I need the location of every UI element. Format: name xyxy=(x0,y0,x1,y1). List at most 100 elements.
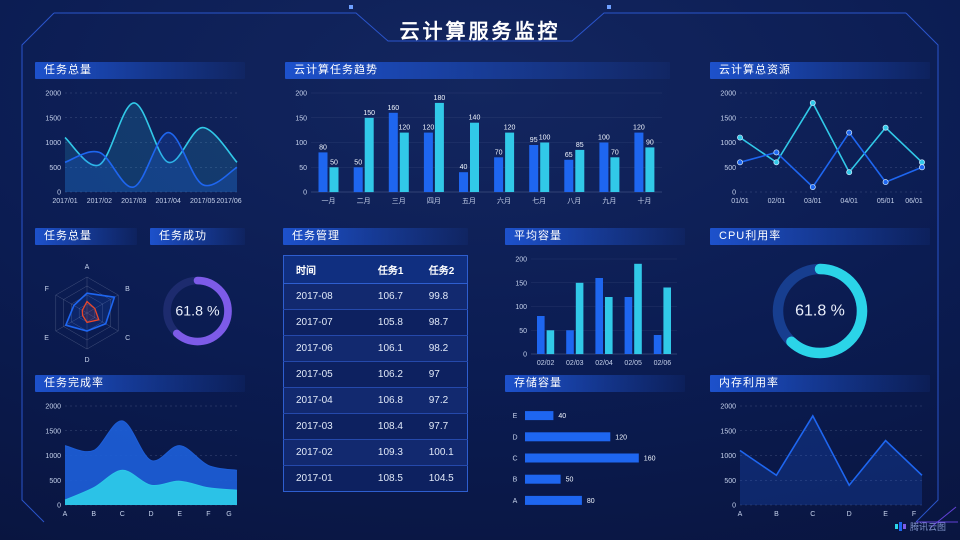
svg-text:E: E xyxy=(177,511,182,518)
svg-text:50: 50 xyxy=(519,328,527,335)
svg-text:120: 120 xyxy=(423,125,435,132)
svg-text:一月: 一月 xyxy=(322,197,336,205)
table-cell: 2017-02 xyxy=(283,439,366,466)
svg-text:E: E xyxy=(513,413,518,420)
table-cell: 106.2 xyxy=(365,361,417,388)
svg-text:0: 0 xyxy=(57,503,61,510)
svg-text:61.8 %: 61.8 % xyxy=(175,304,220,320)
svg-text:F: F xyxy=(206,511,210,518)
panel-title-total-resource: 云计算总资源 xyxy=(710,62,930,79)
svg-text:500: 500 xyxy=(49,165,61,172)
svg-text:C: C xyxy=(512,456,517,463)
svg-text:A: A xyxy=(513,498,518,505)
svg-text:C: C xyxy=(120,511,125,518)
svg-text:0: 0 xyxy=(303,190,307,197)
task-completion-area-chart: 0 500 1000 1500 2000 A B C D E F G xyxy=(45,404,238,518)
svg-text:二月: 二月 xyxy=(357,197,371,205)
svg-text:40: 40 xyxy=(460,164,468,171)
svg-text:40: 40 xyxy=(558,413,566,420)
svg-text:1000: 1000 xyxy=(45,140,61,147)
panel-task-manage: 任务管理 时间 任务1 任务2 2017-08 106.7 99.8 2017-07 105.… xyxy=(283,228,468,512)
panel-title-memory: 内存利用率 xyxy=(710,375,930,392)
panel-title-task-success: 任务成功 xyxy=(150,228,245,245)
svg-text:B: B xyxy=(774,511,779,518)
svg-text:02/06: 02/06 xyxy=(654,360,672,367)
svg-text:02/04: 02/04 xyxy=(595,360,613,367)
table-row: 2017-06 106.1 98.2 xyxy=(283,335,468,362)
svg-text:85: 85 xyxy=(576,142,584,149)
svg-text:150: 150 xyxy=(295,115,307,122)
table-cell: 2017-05 xyxy=(283,361,366,388)
panel-total-resource: 云计算总资源 0 500 1000 1500 2000 01/01 02/01 03/01 04… xyxy=(710,62,930,207)
svg-text:1500: 1500 xyxy=(720,428,736,435)
panel-task-success: 任务成功 61.8 % xyxy=(150,228,245,368)
svg-text:1500: 1500 xyxy=(45,428,61,435)
svg-text:2017/03: 2017/03 xyxy=(121,198,146,205)
svg-text:F: F xyxy=(912,511,916,518)
svg-text:五月: 五月 xyxy=(462,197,476,205)
svg-text:2017/01: 2017/01 xyxy=(52,198,77,205)
svg-text:六月: 六月 xyxy=(497,196,511,205)
svg-text:06/01: 06/01 xyxy=(905,198,923,205)
svg-text:1000: 1000 xyxy=(720,140,736,147)
table-row: 2017-03 108.4 97.7 xyxy=(283,413,468,440)
svg-text:A: A xyxy=(738,511,743,518)
table-cell: 97 xyxy=(416,361,468,388)
watermark: 腾讯云图 xyxy=(894,520,946,533)
avg-capacity-bar-chart: 0 50 100 150 200 02/02 02/03 02/04 02/05 02/06 xyxy=(515,257,677,367)
svg-text:70: 70 xyxy=(611,149,619,156)
svg-text:50: 50 xyxy=(299,165,307,172)
panel-title-task-total-radar: 任务总量 xyxy=(35,228,137,245)
svg-text:100: 100 xyxy=(598,135,610,142)
svg-text:G: G xyxy=(226,511,231,518)
svg-text:50: 50 xyxy=(566,477,574,484)
table-header-cell: 任务2 xyxy=(416,255,468,284)
svg-text:七月: 七月 xyxy=(532,196,546,205)
storage-hbar-chart: E 40 D 120 C 160 B 50 A 80 xyxy=(512,411,656,505)
table-cell: 2017-07 xyxy=(283,309,366,336)
panel-task-total-line: 任务总量 0 500 1000 1500 2000 2017/01 2017/02 2017/… xyxy=(35,62,245,207)
task-total-radar-chart: A B C D E F xyxy=(44,264,130,364)
svg-text:180: 180 xyxy=(434,95,446,102)
table-cell: 108.4 xyxy=(365,413,417,440)
svg-text:200: 200 xyxy=(295,91,307,98)
svg-text:E: E xyxy=(883,511,888,518)
table-cell: 2017-08 xyxy=(283,283,366,310)
panel-title-storage: 存储容量 xyxy=(505,375,685,392)
svg-text:02/05: 02/05 xyxy=(624,360,642,367)
svg-text:1000: 1000 xyxy=(720,453,736,460)
svg-text:65: 65 xyxy=(565,152,573,159)
table-cell: 106.1 xyxy=(365,335,417,362)
svg-text:B: B xyxy=(91,511,96,518)
panel-title-avg-capacity: 平均容量 xyxy=(505,228,685,245)
table-cell: 100.1 xyxy=(416,439,468,466)
svg-text:150: 150 xyxy=(515,280,527,287)
svg-text:C: C xyxy=(125,335,130,342)
svg-text:50: 50 xyxy=(330,159,338,166)
task-total-line-chart: 0 500 1000 1500 2000 2017/01 2017/02 2017/03 201… xyxy=(45,91,241,206)
svg-text:2017/02: 2017/02 xyxy=(87,198,112,205)
table-cell: 2017-03 xyxy=(283,413,366,440)
panel-task-completion: 任务完成率 0 500 1000 1500 2000 A B C D E F G xyxy=(35,375,245,520)
table-cell: 99.8 xyxy=(416,283,468,310)
table-row: 2017-05 106.2 97 xyxy=(283,361,468,388)
svg-text:120: 120 xyxy=(633,125,645,132)
svg-text:100: 100 xyxy=(295,140,307,147)
table-cell: 106.7 xyxy=(365,283,417,310)
svg-text:50: 50 xyxy=(354,159,362,166)
panel-storage: 存储容量 E 40 D 120 C 160 B 50 A 80 xyxy=(505,375,685,520)
svg-text:十月: 十月 xyxy=(637,196,651,205)
task-success-donut-chart: 61.8 % xyxy=(163,276,232,346)
svg-text:61.8 %: 61.8 % xyxy=(795,303,845,320)
svg-text:160: 160 xyxy=(387,105,399,112)
svg-text:02/01: 02/01 xyxy=(768,198,786,205)
table-row: 2017-08 106.7 99.8 xyxy=(283,283,468,310)
svg-text:120: 120 xyxy=(398,125,410,132)
svg-text:100: 100 xyxy=(539,135,551,142)
table-cell: 2017-04 xyxy=(283,387,366,414)
svg-text:2017/05: 2017/05 xyxy=(190,198,215,205)
svg-text:500: 500 xyxy=(49,478,61,485)
svg-text:02/02: 02/02 xyxy=(537,360,555,367)
panel-memory: 内存利用率 0 500 1000 1500 2000 A B C D E F xyxy=(710,375,930,520)
